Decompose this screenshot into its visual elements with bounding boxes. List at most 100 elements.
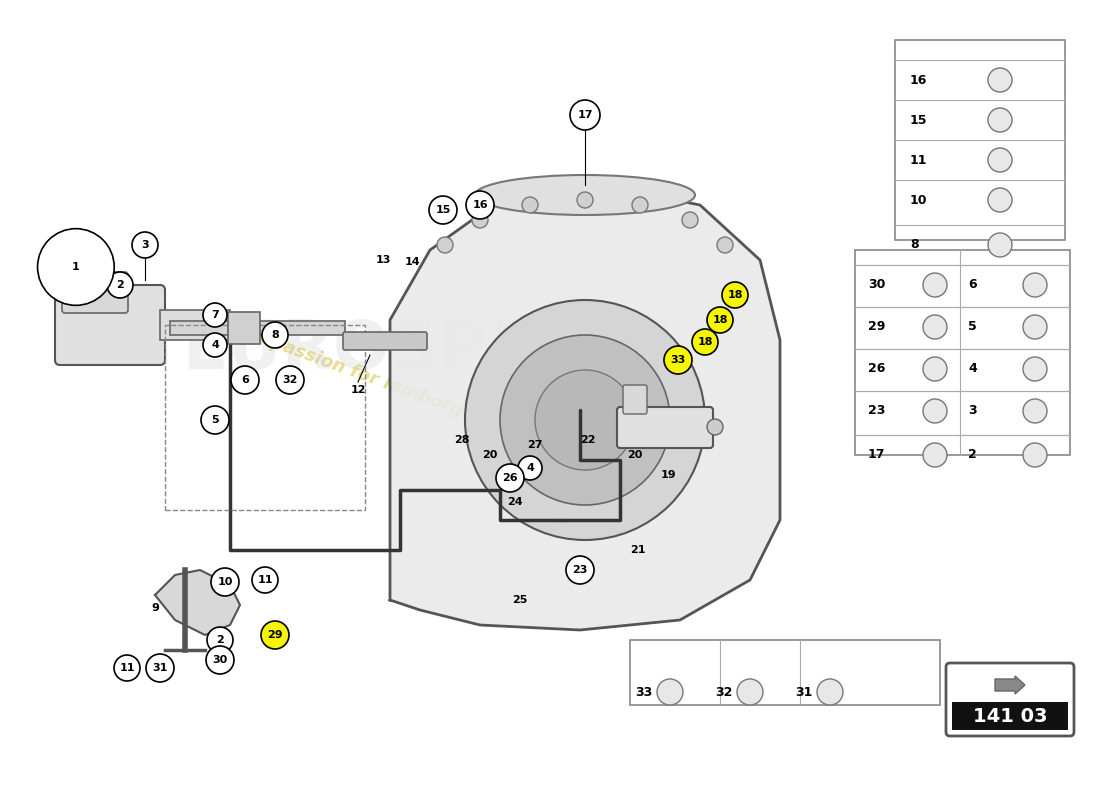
Text: 4: 4 (526, 463, 534, 473)
Text: 15: 15 (910, 114, 927, 126)
Circle shape (923, 399, 947, 423)
Circle shape (437, 237, 453, 253)
Text: 6: 6 (968, 278, 977, 291)
Text: 13: 13 (375, 255, 390, 265)
Text: 8: 8 (271, 330, 279, 340)
Circle shape (1023, 443, 1047, 467)
Circle shape (664, 346, 692, 374)
Text: 21: 21 (630, 545, 646, 555)
Circle shape (252, 567, 278, 593)
Text: a passion for lamborghini since 1985: a passion for lamborghini since 1985 (251, 327, 609, 473)
Circle shape (206, 646, 234, 674)
Circle shape (201, 406, 229, 434)
Text: 30: 30 (212, 655, 228, 665)
Circle shape (500, 335, 670, 505)
Text: 20: 20 (482, 450, 497, 460)
Text: 29: 29 (267, 630, 283, 640)
Circle shape (276, 366, 304, 394)
Circle shape (262, 322, 288, 348)
Text: 32: 32 (283, 375, 298, 385)
Circle shape (132, 232, 158, 258)
Ellipse shape (475, 175, 695, 215)
Text: 141 03: 141 03 (972, 706, 1047, 726)
Circle shape (566, 556, 594, 584)
Text: 23: 23 (572, 565, 587, 575)
Circle shape (496, 464, 524, 492)
FancyBboxPatch shape (160, 310, 230, 340)
Circle shape (261, 621, 289, 649)
Polygon shape (155, 570, 240, 635)
Circle shape (1023, 357, 1047, 381)
Circle shape (707, 419, 723, 435)
Text: 15: 15 (436, 205, 451, 215)
Text: 22: 22 (581, 435, 596, 445)
Circle shape (465, 300, 705, 540)
FancyBboxPatch shape (170, 321, 345, 335)
Text: 18: 18 (713, 315, 728, 325)
Text: 3: 3 (141, 240, 149, 250)
Text: 12: 12 (350, 385, 365, 395)
Text: 2: 2 (968, 449, 977, 462)
Text: 2: 2 (117, 280, 124, 290)
Text: 4: 4 (211, 340, 219, 350)
Text: 6: 6 (241, 375, 249, 385)
FancyBboxPatch shape (952, 702, 1068, 730)
Text: 25: 25 (513, 595, 528, 605)
Circle shape (923, 443, 947, 467)
Circle shape (207, 627, 233, 653)
Text: 31: 31 (152, 663, 167, 673)
Circle shape (522, 197, 538, 213)
Circle shape (472, 212, 488, 228)
Text: 31: 31 (795, 686, 813, 698)
Circle shape (737, 679, 763, 705)
Circle shape (632, 197, 648, 213)
Circle shape (204, 303, 227, 327)
Text: 23: 23 (868, 405, 886, 418)
Circle shape (923, 315, 947, 339)
FancyArrow shape (996, 676, 1025, 694)
Circle shape (231, 366, 258, 394)
Circle shape (988, 233, 1012, 257)
Text: 18: 18 (727, 290, 742, 300)
FancyBboxPatch shape (895, 40, 1065, 240)
Text: 29: 29 (868, 321, 886, 334)
Circle shape (1023, 315, 1047, 339)
FancyBboxPatch shape (617, 407, 713, 448)
Text: 11: 11 (257, 575, 273, 585)
Circle shape (692, 329, 718, 355)
Circle shape (817, 679, 843, 705)
Circle shape (657, 679, 683, 705)
Text: 9: 9 (151, 603, 158, 613)
Text: 4: 4 (968, 362, 977, 375)
Text: 10: 10 (218, 577, 233, 587)
Circle shape (518, 456, 542, 480)
Circle shape (1023, 273, 1047, 297)
Circle shape (578, 192, 593, 208)
FancyBboxPatch shape (946, 663, 1074, 736)
FancyBboxPatch shape (623, 385, 647, 414)
Text: 33: 33 (670, 355, 685, 365)
Circle shape (988, 108, 1012, 132)
Text: 18: 18 (697, 337, 713, 347)
Text: 16: 16 (910, 74, 927, 86)
Text: 24: 24 (507, 497, 522, 507)
Circle shape (429, 196, 456, 224)
Circle shape (233, 313, 257, 337)
FancyBboxPatch shape (55, 285, 165, 365)
Text: 5: 5 (968, 321, 977, 334)
Text: 2: 2 (216, 635, 224, 645)
Circle shape (717, 237, 733, 253)
Text: 27: 27 (527, 440, 542, 450)
FancyBboxPatch shape (343, 332, 427, 350)
FancyBboxPatch shape (62, 272, 128, 313)
Text: 5: 5 (211, 415, 219, 425)
Text: 7: 7 (211, 310, 219, 320)
FancyBboxPatch shape (228, 312, 260, 344)
Text: 3: 3 (968, 405, 977, 418)
Text: 26: 26 (503, 473, 518, 483)
Circle shape (535, 370, 635, 470)
Circle shape (146, 654, 174, 682)
Circle shape (722, 282, 748, 308)
Text: 17: 17 (578, 110, 593, 120)
Circle shape (204, 333, 227, 357)
